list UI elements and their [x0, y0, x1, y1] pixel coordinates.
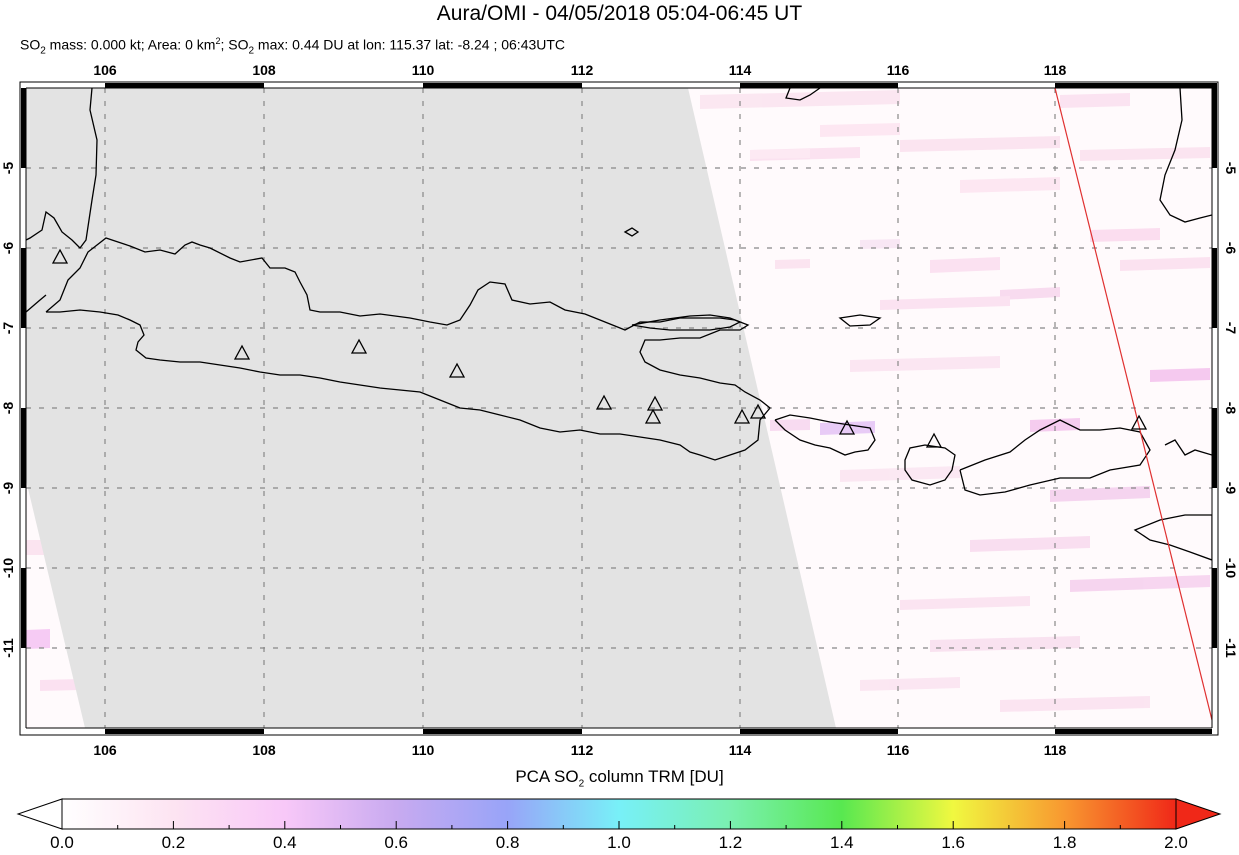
colorbar-max-extend [1175, 798, 1222, 830]
y-tick-right: -11 [1223, 638, 1239, 658]
colorbar-tick: 1.2 [718, 833, 743, 852]
x-tick-bottom: 110 [411, 742, 435, 758]
y-tick-left: -5 [0, 161, 16, 175]
x-tick-top: 114 [728, 62, 752, 78]
y-tick-right: -10 [1223, 557, 1239, 579]
colorbar [16, 798, 1222, 830]
y-tick-left: -7 [0, 321, 16, 335]
x-tick-top: 108 [252, 62, 276, 78]
colorbar-tick: 0.2 [161, 833, 186, 852]
y-tick-left: -9 [0, 481, 16, 495]
y-tick-right: -8 [1223, 401, 1239, 415]
colorbar-tick: 0.0 [50, 833, 74, 852]
x-tick-bottom: 108 [252, 742, 276, 758]
y-tick-left: -6 [0, 241, 16, 255]
map-title: Aura/OMI - 04/05/2018 05:04-06:45 UT [436, 2, 803, 25]
colorbar-tick: 0.8 [495, 833, 520, 852]
y-tick-left: -8 [0, 401, 16, 415]
volcano-markers [51, 248, 1148, 448]
x-tick-bottom: 114 [728, 742, 752, 758]
colorbar-tick: 2.0 [1164, 833, 1188, 852]
colorbar-tick: 1.6 [941, 833, 965, 852]
x-tick-bottom: 112 [570, 742, 594, 758]
orbit-edge-line [1054, 88, 1212, 721]
colorbar-tick: 1.0 [607, 833, 631, 852]
colorbar-min-extend [16, 798, 63, 830]
y-tick-right: -9 [1223, 481, 1239, 495]
colorbar-tick: 1.8 [1052, 833, 1077, 852]
x-tick-top: 112 [570, 62, 594, 78]
x-tick-bottom: 116 [886, 742, 910, 758]
graticule [26, 88, 1212, 728]
x-tick-top: 118 [1043, 62, 1067, 78]
x-tick-bottom: 118 [1043, 742, 1067, 758]
y-tick-left: -10 [0, 557, 16, 579]
colorbar-tick: 0.4 [272, 833, 297, 852]
colorbar-tick: 1.4 [829, 833, 854, 852]
x-tick-top: 116 [886, 62, 910, 78]
x-tick-bottom: 106 [93, 742, 117, 758]
colorbar-label: PCA SO2 column TRM [DU] [515, 767, 724, 790]
y-tick-left: -11 [0, 638, 16, 658]
so2-summary: SO2 mass: 0.000 kt; Area: 0 km2; SO2 max… [20, 36, 566, 57]
colorbar-tick: 0.6 [384, 833, 408, 852]
y-tick-right: -7 [1223, 321, 1239, 335]
map-frame [19, 81, 1219, 736]
y-tick-right: -5 [1223, 161, 1239, 175]
map-plot-area [26, 88, 1212, 728]
x-tick-top: 110 [411, 62, 435, 78]
y-tick-right: -6 [1223, 241, 1239, 255]
coastlines [26, 88, 1212, 561]
x-tick-top: 106 [93, 62, 117, 78]
